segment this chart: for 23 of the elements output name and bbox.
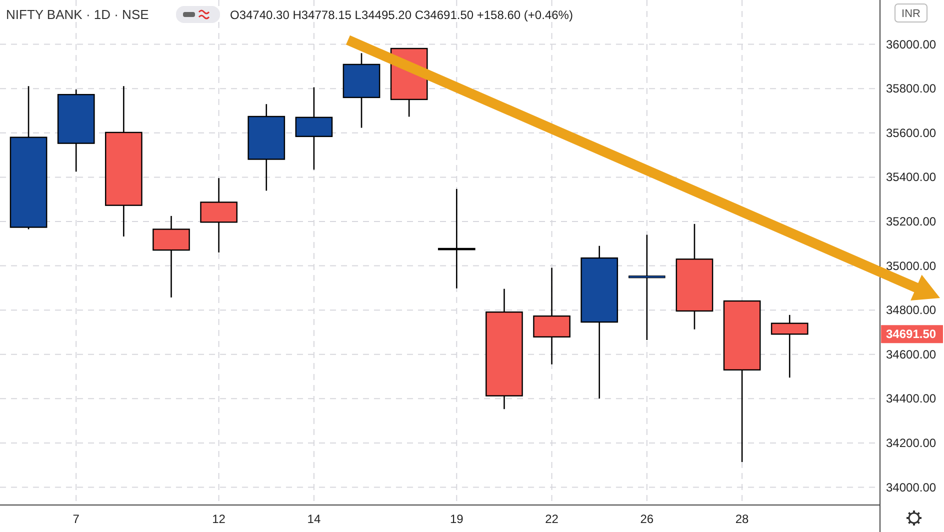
text: INR	[902, 8, 921, 20]
y-tick-label: 34800.00	[886, 303, 936, 318]
x-tick-label: 28	[735, 512, 750, 526]
x-tick-label: 22	[545, 512, 559, 526]
y-tick-label: 34400.00	[886, 392, 936, 406]
y-tick-label: 35000.00	[886, 258, 936, 273]
text: 34691.50	[886, 327, 936, 342]
y-tick-label: 36000.00	[886, 37, 936, 52]
text: O34740.30 H34778.15 L34495.20 C34691.50 +158.60 (+0.46%)	[230, 8, 573, 22]
x-tick-label: 12	[212, 512, 226, 526]
candlestick	[628, 234, 666, 341]
x-tick-label: 7	[72, 512, 80, 526]
y-tick-label: 35400.00	[886, 170, 936, 184]
y-tick-label: 34000.00	[886, 480, 936, 494]
x-tick-label: 26	[640, 512, 654, 526]
x-tick-label: 19	[450, 512, 464, 526]
y-tick-label: 34200.00	[886, 436, 936, 450]
y-tick-label: 34600.00	[886, 347, 936, 362]
text: NIFTY BANK · 1D · NSE	[6, 7, 150, 22]
y-tick-label: 35600.00	[886, 126, 936, 140]
y-tick-label: 35800.00	[886, 82, 936, 96]
x-tick-label: 14	[307, 512, 321, 526]
y-tick-label: 35200.00	[886, 214, 936, 228]
